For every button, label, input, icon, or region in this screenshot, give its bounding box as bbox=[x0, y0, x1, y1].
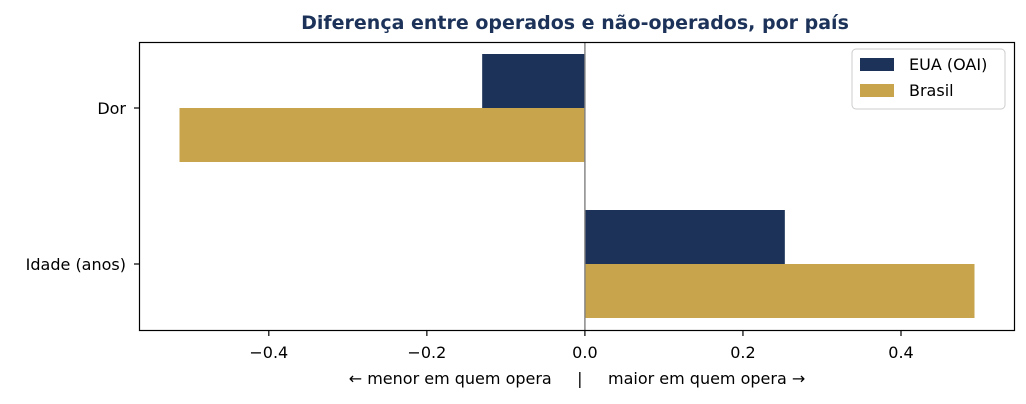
bar-eua-oai-idade-anos bbox=[584, 210, 785, 264]
y-tick-label: Dor bbox=[97, 99, 126, 118]
legend-label: EUA (OAI) bbox=[909, 55, 987, 74]
legend-swatch bbox=[860, 84, 894, 97]
x-tick-label: −0.2 bbox=[407, 343, 446, 362]
plot-frame bbox=[138, 41, 1016, 332]
legend-label: Brasil bbox=[909, 81, 954, 100]
bar-brasil-dor bbox=[179, 108, 585, 162]
legend: EUA (OAI) Brasil bbox=[851, 48, 1006, 110]
x-tick-label: 0.2 bbox=[730, 343, 755, 362]
chart-title: Diferença entre operados e não-operados,… bbox=[301, 12, 849, 34]
legend-swatch bbox=[860, 58, 894, 71]
x-tick-label: 0.0 bbox=[572, 343, 597, 362]
bar-eua-oai-dor bbox=[482, 54, 585, 108]
x-axis: −0.4 −0.2 0.0 0.2 0.4 bbox=[249, 330, 914, 362]
x-tick-label: 0.4 bbox=[888, 343, 913, 362]
x-tick-label: −0.4 bbox=[249, 343, 288, 362]
y-axis: Dor Idade (anos) bbox=[26, 99, 140, 274]
y-tick-label: Idade (anos) bbox=[26, 255, 126, 274]
bar-brasil-idade-anos bbox=[584, 264, 975, 318]
bars-layer bbox=[179, 54, 975, 318]
x-axis-label: ← menor em quem opera | maior em quem op… bbox=[349, 369, 806, 388]
